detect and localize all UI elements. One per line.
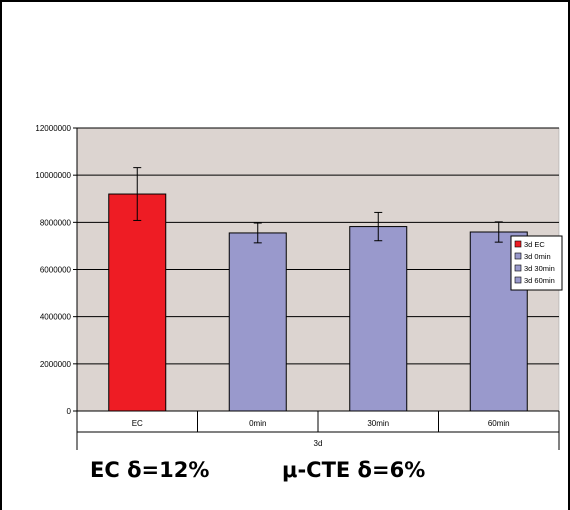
legend-label: 3d EC xyxy=(524,240,545,249)
x-tick-label-0min: 0min xyxy=(249,419,266,428)
bar-0min xyxy=(228,232,287,412)
y-tick-label: 2000000 xyxy=(40,360,72,369)
y-tick-label: 4000000 xyxy=(40,313,72,322)
y-tick-label: 8000000 xyxy=(40,218,72,227)
legend-label: 3d 0min xyxy=(524,252,551,261)
y-tick-label: 10000000 xyxy=(35,171,71,180)
x-tick-label-30min: 30min xyxy=(367,419,389,428)
legend-swatch xyxy=(514,240,522,248)
legend-swatch xyxy=(514,252,522,260)
y-tick-label: 0 xyxy=(67,407,72,416)
y-tick-label: 12000000 xyxy=(35,124,71,133)
x-axis-group-label: 3d xyxy=(314,439,323,448)
x-tick-label-60min: 60min xyxy=(488,419,510,428)
bar-30min xyxy=(349,226,408,412)
y-tick-label: 6000000 xyxy=(40,266,72,275)
caption-ec: EC δ=12% xyxy=(90,458,210,482)
bar-EC xyxy=(108,193,167,412)
x-tick-label-EC: EC xyxy=(132,419,143,428)
legend-swatch xyxy=(514,264,522,272)
legend-label: 3d 30min xyxy=(524,264,555,273)
caption-mu-cte: μ-CTE δ=6% xyxy=(282,458,426,482)
legend-swatch xyxy=(514,276,522,284)
legend-label: 3d 60min xyxy=(524,276,555,285)
